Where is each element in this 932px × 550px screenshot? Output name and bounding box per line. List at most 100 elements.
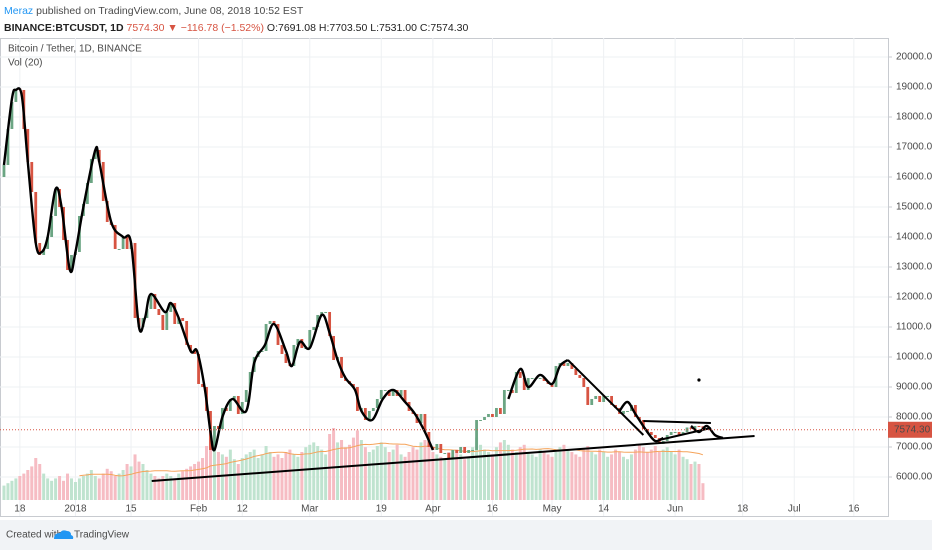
drawing-dot [697, 378, 701, 382]
candle-body [443, 452, 447, 454]
volume-bar [391, 449, 395, 500]
candle-body [669, 431, 673, 435]
footer-created: Created with [6, 530, 62, 541]
volume-bar [129, 466, 133, 500]
volume-bar [66, 473, 70, 500]
volume-bar [165, 473, 169, 500]
volume-bar [240, 458, 244, 500]
x-tick-label: 2018 [64, 504, 87, 515]
author[interactable]: Meraz [4, 5, 33, 17]
volume-bar [332, 428, 336, 500]
volume-bar [336, 442, 340, 500]
candle-body [475, 419, 478, 450]
candle-body [383, 389, 387, 391]
volume-bar [463, 459, 467, 500]
volume-bar [304, 447, 308, 500]
volume-bar [645, 452, 649, 500]
volume-bar [530, 454, 534, 500]
volume-bar [578, 456, 582, 500]
volume-bar [574, 454, 578, 500]
grid [0, 38, 888, 516]
volume-bar [697, 464, 701, 500]
candle-body [157, 308, 161, 315]
candle-body [324, 311, 328, 313]
volume-bar [542, 452, 546, 500]
candle-body [487, 413, 490, 417]
candle-body [649, 431, 653, 435]
volume-bar [232, 459, 236, 500]
volume-bar [344, 447, 348, 500]
volume-bar [85, 473, 89, 500]
footer-brand[interactable]: TradingView [74, 530, 130, 541]
volume-bar [73, 482, 77, 500]
y-tick-label: 19000.00 [896, 82, 932, 93]
volume-bar [109, 471, 113, 500]
candle-body [185, 320, 189, 345]
volume-bar [371, 449, 375, 500]
volume-bar [423, 440, 427, 500]
volume-bar [534, 456, 538, 500]
candle-body [399, 389, 403, 396]
volume-bar [693, 461, 697, 500]
candle-body [217, 425, 220, 429]
volume-bar [284, 452, 288, 500]
y-tick-label: 10000.00 [896, 352, 932, 363]
volume-bar [292, 454, 296, 500]
volume-bar [419, 442, 423, 500]
volume-bar [554, 452, 558, 500]
volume-bar [18, 476, 22, 500]
volume-bar [93, 476, 97, 500]
volume-bar [212, 442, 216, 500]
volume-bar [252, 449, 256, 500]
candle-body [510, 389, 514, 393]
candle-body [455, 449, 459, 453]
volume-bar [590, 452, 594, 500]
volume-bar [189, 466, 193, 500]
freehand-curve [2, 87, 434, 452]
candle-body [181, 317, 185, 321]
candle-body [260, 350, 264, 352]
volume-bar [459, 454, 463, 500]
candle-body [586, 386, 590, 405]
volume-bar [236, 464, 240, 500]
volume-bar [379, 442, 383, 500]
volume-bar [351, 437, 355, 500]
volume-bar [550, 456, 554, 500]
y-tick-label: 12000.00 [896, 292, 932, 303]
volume-bar [62, 480, 66, 500]
volume-bar [276, 454, 280, 500]
candle-body [550, 383, 554, 387]
candle-body [677, 431, 681, 435]
volume-bar [14, 478, 18, 500]
x-tick-label: Feb [190, 504, 208, 515]
candle-body [626, 410, 629, 412]
x-tick-label: Jul [788, 504, 801, 515]
candle-body [2, 164, 6, 177]
volume-bar [471, 447, 475, 500]
volume-bar [375, 446, 379, 500]
volume-bar [169, 476, 173, 500]
candle-body [272, 320, 276, 324]
candle-body [391, 389, 395, 396]
volume-bar [256, 458, 260, 500]
candle-body [518, 371, 522, 378]
candle-body [284, 353, 288, 363]
volume-bar [415, 449, 419, 500]
candle-body [590, 398, 594, 405]
candle-body [292, 344, 296, 366]
candle-body [526, 377, 530, 390]
candle-body [574, 368, 578, 375]
volume-bar [145, 470, 149, 500]
candle-body [514, 371, 518, 393]
candle-body [530, 377, 534, 379]
candle-body [240, 401, 244, 414]
volume-bar [2, 485, 6, 500]
candle-body [693, 425, 697, 429]
candle-body [38, 242, 42, 255]
candle-body [280, 344, 284, 354]
volume-bar [498, 442, 502, 500]
y-tick-label: 20000.00 [896, 52, 932, 63]
candle-body [697, 425, 701, 427]
volume-bar [665, 447, 669, 500]
volume-bar [26, 470, 30, 500]
